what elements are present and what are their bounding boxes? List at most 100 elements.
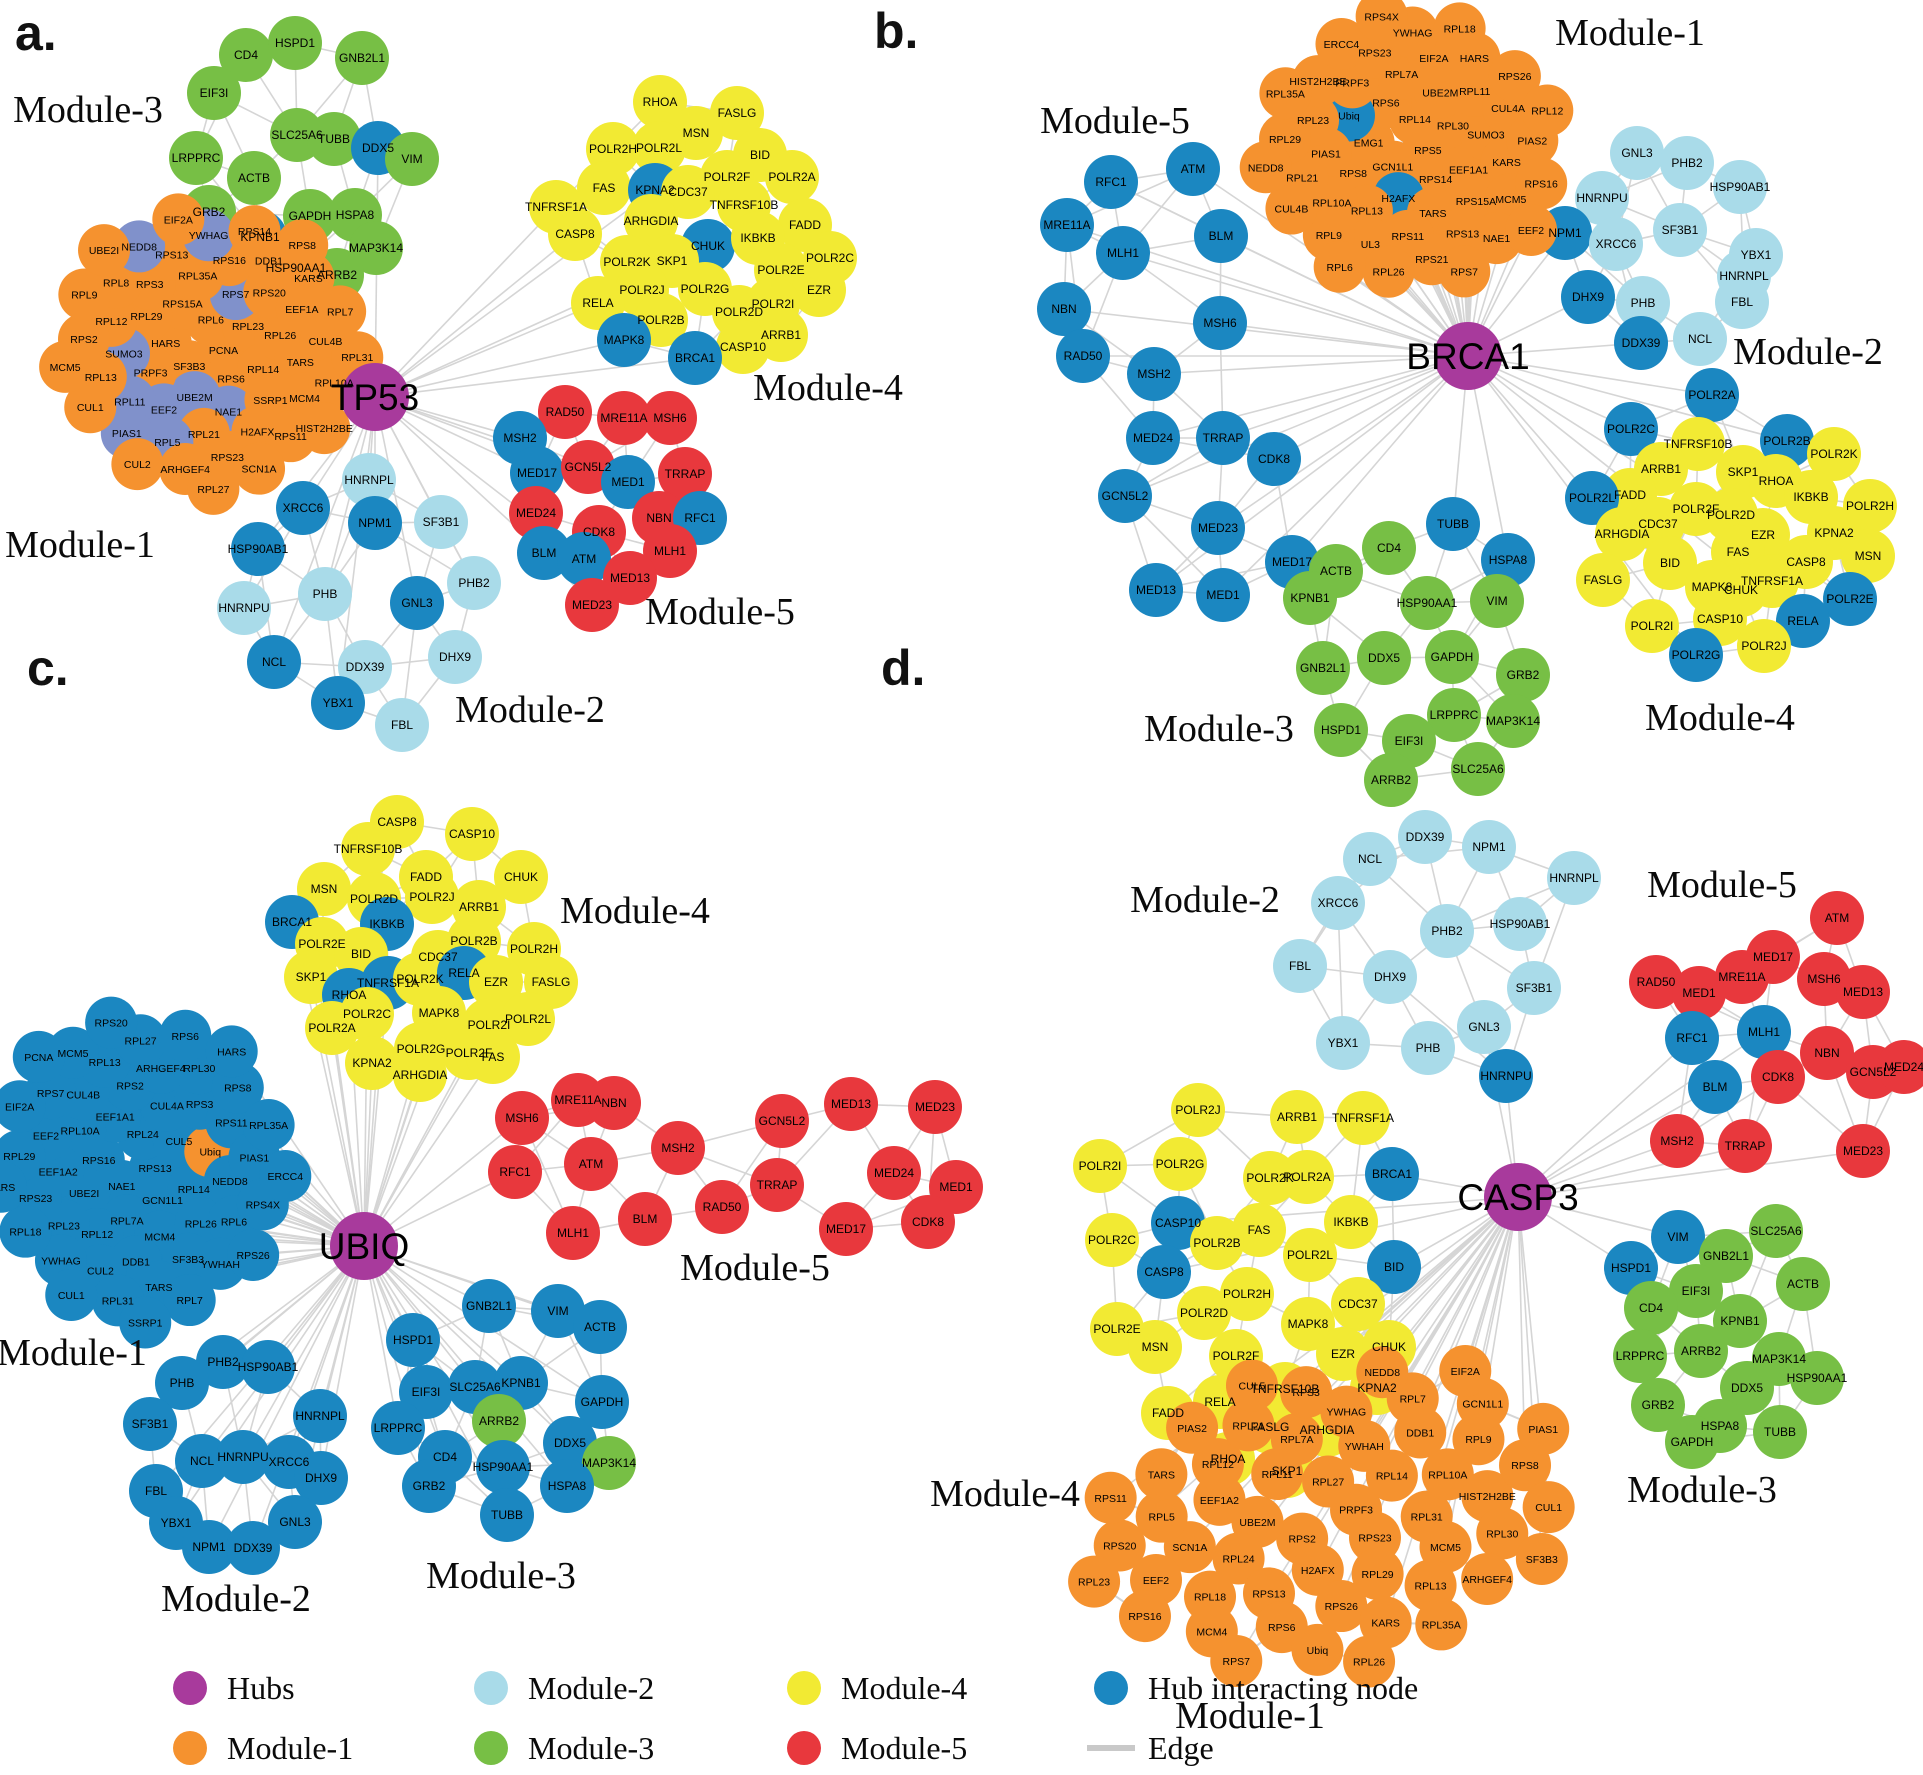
node-casp10[interactable] — [445, 807, 499, 861]
node-actb[interactable] — [573, 1300, 627, 1354]
node-phb[interactable] — [155, 1356, 209, 1410]
node-fbl[interactable] — [1715, 275, 1769, 329]
node-blm[interactable] — [517, 526, 571, 580]
node-pias2[interactable] — [1166, 1401, 1219, 1454]
node-sf3b1[interactable] — [123, 1397, 177, 1451]
node-rpl27[interactable] — [1302, 1455, 1355, 1508]
node-rpl6[interactable] — [1313, 240, 1366, 293]
node-gnb2l1[interactable] — [1296, 641, 1350, 695]
node-hsp90aa1[interactable] — [476, 1440, 530, 1494]
node-polr2c[interactable] — [1604, 402, 1658, 456]
node-polr2b[interactable] — [1190, 1216, 1244, 1270]
node-ubiq[interactable] — [1291, 1623, 1344, 1676]
node-nedd8[interactable] — [1356, 1346, 1409, 1399]
node-rpl12[interactable] — [1521, 84, 1574, 137]
node-mlh1[interactable] — [1737, 1005, 1791, 1059]
node-msn[interactable] — [1128, 1320, 1182, 1374]
node-gnl3[interactable] — [390, 576, 444, 630]
node-rpl21[interactable] — [1222, 1399, 1275, 1452]
node-cdk8[interactable] — [1247, 432, 1301, 486]
node-slc25a6[interactable] — [1749, 1204, 1803, 1258]
node-tnfrsf10b[interactable] — [341, 822, 395, 876]
node-med23[interactable] — [908, 1080, 962, 1134]
node-ddx39[interactable] — [226, 1521, 280, 1575]
node-polr2a[interactable] — [1280, 1150, 1334, 1204]
node-brca1[interactable] — [1365, 1147, 1419, 1201]
node-ezr[interactable] — [792, 263, 846, 317]
node-grb2[interactable] — [1631, 1378, 1685, 1432]
node-xrcc6[interactable] — [1589, 217, 1643, 271]
node-hspd1[interactable] — [386, 1313, 440, 1367]
node-cul4b[interactable] — [1265, 182, 1318, 235]
node-tnfrsf1a[interactable] — [1745, 554, 1799, 608]
node-cul5[interactable] — [1225, 1359, 1278, 1412]
node-trrap[interactable] — [658, 447, 712, 501]
node-ybx1[interactable] — [311, 676, 365, 730]
node-rpl30[interactable] — [1476, 1507, 1529, 1560]
node-polr2l[interactable] — [501, 992, 555, 1046]
node-ercc4[interactable] — [1315, 18, 1368, 71]
node-med1[interactable] — [1196, 568, 1250, 622]
node-kpnb1[interactable] — [1713, 1294, 1767, 1348]
node-gnl3[interactable] — [268, 1495, 322, 1549]
node-grb2[interactable] — [1496, 648, 1550, 702]
node-hspa8[interactable] — [1481, 533, 1535, 587]
node-eif2a[interactable] — [152, 193, 205, 246]
node-tnfrsf1a[interactable] — [1336, 1091, 1390, 1145]
node-gnb2l1[interactable] — [335, 31, 389, 85]
node-ezr[interactable] — [1316, 1327, 1370, 1381]
node-msh6[interactable] — [1193, 296, 1247, 350]
node-tubb[interactable] — [480, 1488, 534, 1542]
node-blm[interactable] — [618, 1192, 672, 1246]
node-gapdh[interactable] — [1425, 630, 1479, 684]
node-msh2[interactable] — [651, 1121, 705, 1175]
node-rpl13[interactable] — [1404, 1559, 1457, 1612]
node-bid[interactable] — [1367, 1240, 1421, 1294]
node-nbn[interactable] — [1037, 282, 1091, 336]
node-cd4[interactable] — [1624, 1281, 1678, 1335]
node-actb[interactable] — [1776, 1257, 1830, 1311]
node-rps4x[interactable] — [1355, 0, 1408, 43]
node-hsp90aa1[interactable] — [1400, 576, 1454, 630]
node-bid[interactable] — [1643, 536, 1697, 590]
node-blm[interactable] — [1688, 1060, 1742, 1114]
node-hsp90aa1[interactable] — [1790, 1351, 1844, 1405]
node-med23[interactable] — [1191, 501, 1245, 555]
node-gapdh[interactable] — [575, 1375, 629, 1429]
node-npm1[interactable] — [182, 1520, 236, 1574]
node-rpl23[interactable] — [1068, 1555, 1121, 1608]
node-map3k14[interactable] — [349, 221, 403, 275]
node-cdc37[interactable] — [661, 165, 715, 219]
node-phb2[interactable] — [196, 1335, 250, 1389]
node-dhx9[interactable] — [294, 1451, 348, 1505]
node-mlh1[interactable] — [643, 524, 697, 578]
node-xrcc6[interactable] — [276, 481, 330, 535]
node-med24[interactable] — [509, 486, 563, 540]
node-hnrnpu[interactable] — [1575, 171, 1629, 225]
node-polr2j[interactable] — [1737, 619, 1791, 673]
node-arhgdia[interactable] — [1595, 507, 1649, 561]
node-polr2g[interactable] — [1153, 1137, 1207, 1191]
node-pias1[interactable] — [1517, 1402, 1570, 1455]
node-med13[interactable] — [824, 1077, 878, 1131]
hub-node-ubiq[interactable] — [330, 1212, 398, 1280]
node-lrpprc[interactable] — [169, 131, 223, 185]
node-med24[interactable] — [867, 1146, 921, 1200]
node-ncl[interactable] — [1673, 312, 1727, 366]
node-rps8[interactable] — [276, 219, 329, 272]
node-polr2a[interactable] — [765, 150, 819, 204]
node-polr2a[interactable] — [1685, 368, 1739, 422]
node-hist2h2be[interactable] — [298, 402, 351, 455]
node-vim[interactable] — [1651, 1210, 1705, 1264]
node-atm[interactable] — [557, 532, 611, 586]
node-ddx39[interactable] — [1398, 810, 1452, 864]
node-rps20[interactable] — [85, 996, 138, 1049]
node-hars[interactable] — [205, 1025, 258, 1078]
node-hspd1[interactable] — [1314, 703, 1368, 757]
node-hspd1[interactable] — [268, 16, 322, 70]
hub-node-brca1[interactable] — [1434, 322, 1502, 390]
node-xrcc6[interactable] — [1311, 876, 1365, 930]
node-polr2j[interactable] — [1171, 1083, 1225, 1137]
node-mre11a[interactable] — [597, 391, 651, 445]
node-rpl26[interactable] — [1362, 245, 1415, 298]
